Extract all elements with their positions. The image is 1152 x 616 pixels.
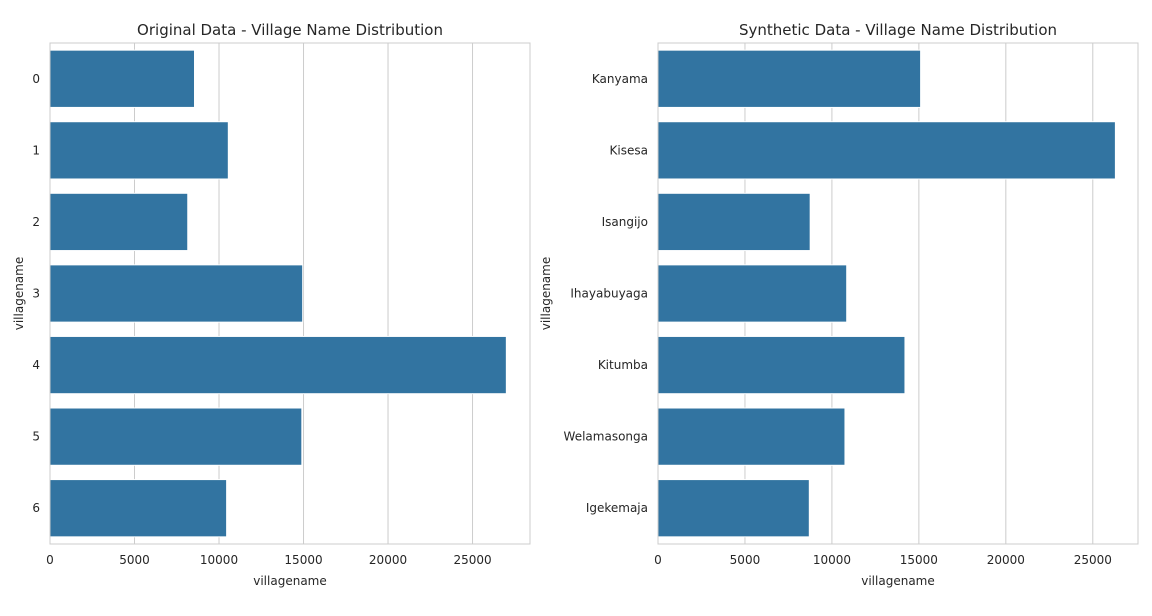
x-axis-label: villagename [253,574,327,588]
bar [49,335,507,395]
bar-layer [657,49,1116,538]
x-tick-label: 20000 [369,553,407,567]
bar [49,264,304,323]
bar [657,49,922,108]
y-tick-label: 2 [32,215,40,229]
bar [49,121,229,180]
x-tick-label: 20000 [987,553,1025,567]
y-tick-label: 1 [32,143,40,157]
y-tick-label: 5 [32,430,40,444]
y-tick-label: Kitumba [598,358,648,372]
y-tick-label: 3 [32,287,40,301]
y-tick-label: 0 [32,72,40,86]
plot-frame [49,42,531,545]
x-tick-label: 25000 [1074,553,1112,567]
bar [657,264,848,323]
synthetic-data-chart: Synthetic Data - Village Name Distributi… [539,21,1139,588]
bar-layer [49,49,507,538]
bar [49,407,303,466]
x-tick-label: 15000 [900,553,938,567]
frame-layer [657,42,1139,545]
chart-title: Original Data - Village Name Distributio… [137,21,443,39]
x-tick-label: 0 [654,553,662,567]
bar [657,407,846,466]
y-axis-label: villagename [12,257,26,331]
tick-layer: 0 5000 10000 15000 20000 25000 Kanyama Kisesa Is… [564,72,1112,567]
bar [49,49,196,108]
bar [657,335,906,395]
bar [49,479,228,538]
plot-frame [657,42,1139,545]
x-tick-label: 25000 [453,553,491,567]
frame-layer [49,42,531,545]
bar [657,192,811,252]
x-tick-label: 15000 [284,553,322,567]
chart-title: Synthetic Data - Village Name Distributi… [739,21,1057,39]
y-tick-label: Ihayabuyaga [570,287,648,301]
bar [49,192,189,252]
x-tick-label: 5000 [119,553,150,567]
original-data-chart: Original Data - Village Name Distributio… [12,21,531,588]
y-tick-label: Isangijo [602,215,648,229]
bar [657,479,810,538]
x-tick-label: 5000 [730,553,761,567]
y-tick-label: Kanyama [592,72,648,86]
x-tick-label: 10000 [200,553,238,567]
x-tick-label: 10000 [813,553,851,567]
tick-layer: 0 5000 10000 15000 20000 25000 0 1 2 3 4 5 6 [32,72,491,567]
x-axis-label: villagename [861,574,935,588]
x-tick-label: 0 [46,553,54,567]
y-tick-label: 6 [32,501,40,515]
y-tick-label: Kisesa [610,143,648,157]
y-tick-label: Igekemaja [586,501,648,515]
bar [657,121,1116,180]
y-tick-label: Welamasonga [564,430,648,444]
y-axis-label: villagename [539,257,553,331]
y-tick-label: 4 [32,358,40,372]
